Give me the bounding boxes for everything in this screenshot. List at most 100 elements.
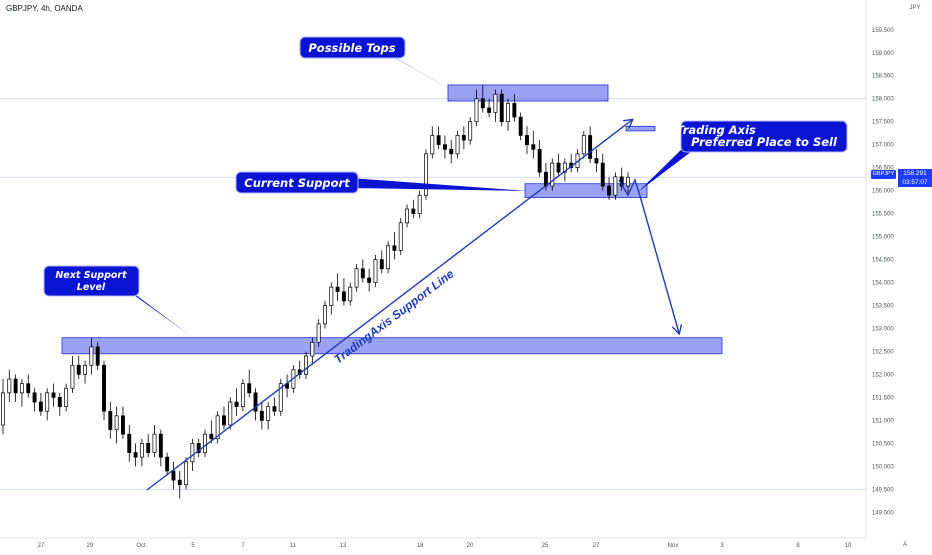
candle: [89, 337, 94, 375]
candle: [588, 126, 593, 164]
y-tick-label: 153.500: [872, 304, 894, 310]
x-tick-label: 10: [845, 543, 852, 549]
candle: [133, 443, 138, 467]
candle: [26, 374, 31, 398]
candle: [341, 277, 346, 306]
candle: [493, 89, 498, 122]
small-zone: [625, 125, 656, 132]
candle: [316, 319, 321, 347]
callout-possible-tops: Possible Tops: [299, 36, 460, 95]
candle: [45, 388, 50, 421]
candle: [373, 254, 378, 288]
candle: [120, 406, 125, 439]
candle: [177, 470, 182, 499]
candle: [562, 158, 567, 182]
candle: [360, 259, 365, 283]
candle: [139, 438, 144, 467]
candle: [57, 392, 62, 416]
x-tick-label: 27: [38, 543, 45, 549]
tradingaxis-support-line: [146, 120, 632, 491]
candle: [64, 383, 69, 412]
candle: [455, 130, 460, 159]
candle: [222, 406, 226, 430]
candle: [398, 218, 403, 255]
candle: [152, 425, 157, 458]
candle: [499, 89, 504, 127]
x-tick-label: 5: [191, 543, 195, 549]
x-tick-label: 25: [542, 543, 549, 549]
candle: [272, 397, 277, 416]
candle: [171, 461, 176, 490]
candle: [329, 282, 334, 315]
y-tick-label: 150.500: [872, 441, 894, 447]
y-tick-label: 149.000: [872, 510, 894, 516]
y-tick-label: 149.500: [872, 487, 894, 493]
candle: [158, 429, 163, 467]
x-tick-label: 27: [593, 543, 600, 549]
price-axis[interactable]: 149.000 149.500 150.000 150.500 151.000 151.5…: [865, 0, 894, 538]
candle: [203, 429, 207, 458]
candle: [278, 379, 283, 416]
candle: [525, 126, 529, 154]
candle: [518, 112, 523, 141]
y-tick-label: 151.000: [872, 418, 894, 424]
x-tick-label: Nov: [668, 543, 679, 549]
zones: [61, 84, 723, 355]
candle: [19, 379, 24, 407]
x-tick-label: 11: [290, 543, 297, 549]
y-tick-label: 151.500: [872, 395, 894, 401]
y-tick-label: 155.500: [872, 212, 894, 218]
candle: [392, 231, 397, 260]
y-tick-label: 159.500: [872, 28, 894, 34]
next-support-zone: [61, 337, 723, 355]
candle: [442, 135, 447, 159]
y-tick-label: 156.500: [872, 166, 894, 172]
horizontal-lines: [0, 98, 866, 490]
candle: [240, 379, 245, 412]
candle: [512, 94, 517, 122]
candle: [310, 337, 315, 366]
candle: [379, 250, 384, 274]
candle: [253, 388, 258, 421]
candle: [531, 130, 536, 159]
candle: [461, 126, 466, 150]
possible-tops-label: Possible Tops: [308, 41, 395, 55]
y-tick-label: 155.000: [872, 235, 894, 241]
candle: [95, 342, 100, 370]
candle: [83, 360, 88, 384]
candle: [215, 411, 220, 444]
candle: [367, 268, 372, 292]
candle: [405, 204, 409, 228]
time-axis[interactable]: 27 29 Oct 5 7 11 13 18 20 25 27 Nov 3 8 10: [0, 537, 866, 549]
projection-path: [618, 178, 679, 333]
candle: [184, 457, 189, 490]
candle: [70, 356, 75, 393]
candle: [32, 388, 37, 412]
candle: [51, 383, 56, 407]
auto-scale-button[interactable]: A: [903, 542, 907, 548]
candle: [430, 126, 435, 159]
candle: [487, 98, 492, 118]
candle: [196, 438, 201, 458]
y-tick-label: 153.000: [872, 326, 894, 332]
candle: [13, 374, 18, 403]
candle: [323, 300, 327, 329]
next-support-label-line2: Level: [77, 282, 106, 293]
next-support-label-line1: Next Support: [55, 270, 127, 281]
callout-next-support: Next Support Level: [43, 265, 188, 334]
callout-current-support: Current Support: [235, 171, 528, 194]
candle: [228, 397, 233, 430]
candle: [127, 425, 132, 462]
candle: [537, 140, 542, 177]
candle: [581, 130, 586, 159]
callout-trading-axis: Trading Axis Preferred Place to Sell: [638, 120, 848, 192]
candle: [411, 199, 416, 219]
candle: [1, 379, 5, 435]
candle: [76, 356, 81, 380]
candle: [108, 402, 113, 439]
candle: [38, 392, 43, 416]
candle: [449, 140, 454, 164]
candle: [209, 420, 214, 444]
